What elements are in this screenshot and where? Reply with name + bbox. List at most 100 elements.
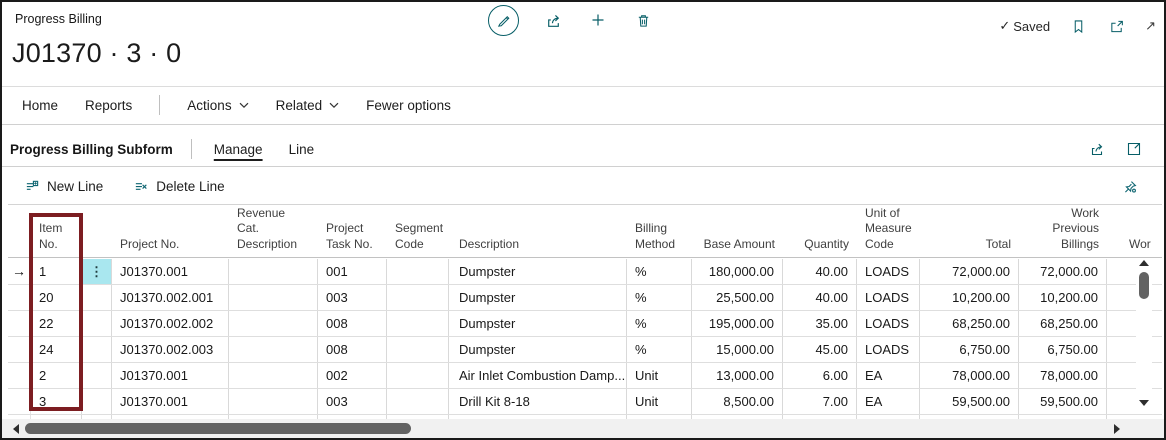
cell-quantity[interactable]: 35.00 xyxy=(783,311,857,336)
cell-quantity[interactable]: 7.00 xyxy=(783,389,857,414)
header-work-previous-billings[interactable]: Work Previous Billings xyxy=(1019,206,1107,257)
cell-project-task-no[interactable]: 001 xyxy=(318,259,387,284)
header-description[interactable]: Description xyxy=(449,237,627,257)
header-segment-code[interactable]: Segment Code xyxy=(387,221,449,257)
cell-work-previous-billings[interactable]: 78,000.00 xyxy=(1019,363,1107,388)
vertical-scroll-thumb[interactable] xyxy=(1139,272,1149,299)
cell-revenue-cat[interactable] xyxy=(229,337,318,362)
cell-description[interactable]: Dumpster xyxy=(449,337,627,362)
cell-item-no[interactable]: 2 xyxy=(31,363,82,388)
cell-billing-method[interactable]: Unit xyxy=(627,363,692,388)
cell-uom-code[interactable]: LOADS xyxy=(857,311,920,336)
header-total[interactable]: Total xyxy=(920,237,1019,257)
pin-button[interactable] xyxy=(1122,179,1138,195)
cell-quantity[interactable]: 6.00 xyxy=(783,363,857,388)
cell-base-amount[interactable]: 13,000.00 xyxy=(692,363,783,388)
cell-uom-code[interactable]: LOADS xyxy=(857,337,920,362)
menu-fewer-options[interactable]: Fewer options xyxy=(366,98,451,113)
cell-segment-code[interactable] xyxy=(387,389,449,414)
horizontal-scrollbar[interactable] xyxy=(2,419,1164,438)
cell-revenue-cat[interactable] xyxy=(229,389,318,414)
cell-segment-code[interactable] xyxy=(387,311,449,336)
cell-work-previous-billings[interactable]: 72,000.00 xyxy=(1019,259,1107,284)
expand-subform-button[interactable] xyxy=(1126,141,1142,157)
cell-uom-code[interactable]: LOADS xyxy=(857,259,920,284)
header-billing-method[interactable]: Billing Method xyxy=(627,221,692,257)
cell-uom-code[interactable]: EA xyxy=(857,363,920,388)
header-item-no[interactable]: Item No. xyxy=(31,221,82,257)
cell-project-no[interactable]: J01370.002.003 xyxy=(112,337,229,362)
table-row[interactable]: → 1 ⋮ J01370.001 001 Dumpster % 180,000.… xyxy=(8,259,1162,285)
cell-quantity[interactable]: 40.00 xyxy=(783,259,857,284)
scroll-down-arrow[interactable] xyxy=(1139,400,1149,406)
header-revenue-cat[interactable]: Revenue Cat. Description xyxy=(229,206,318,257)
cell-description[interactable]: Dumpster xyxy=(449,285,627,310)
row-options-button[interactable]: ⋮ xyxy=(82,259,112,284)
cell-base-amount[interactable]: 8,500.00 xyxy=(692,389,783,414)
cell-item-no[interactable]: 24 xyxy=(31,337,82,362)
cell-segment-code[interactable] xyxy=(387,259,449,284)
cell-segment-code[interactable] xyxy=(387,337,449,362)
menu-reports[interactable]: Reports xyxy=(85,98,132,113)
cell-project-task-no[interactable]: 003 xyxy=(318,285,387,310)
scroll-left-arrow[interactable] xyxy=(13,424,19,434)
tab-line[interactable]: Line xyxy=(289,142,315,157)
cell-total[interactable]: 72,000.00 xyxy=(920,259,1019,284)
cell-base-amount[interactable]: 195,000.00 xyxy=(692,311,783,336)
cell-project-no[interactable]: J01370.001 xyxy=(112,363,229,388)
cell-item-no[interactable]: 20 xyxy=(31,285,82,310)
cell-total[interactable]: 68,250.00 xyxy=(920,311,1019,336)
table-row[interactable]: 22 J01370.002.002 008 Dumpster % 195,000… xyxy=(8,311,1162,337)
delete-line-button[interactable]: Delete Line xyxy=(133,179,224,194)
cell-project-no[interactable]: J01370.001 xyxy=(112,389,229,414)
row-options-cell[interactable] xyxy=(82,389,112,414)
cell-revenue-cat[interactable] xyxy=(229,285,318,310)
menu-home[interactable]: Home xyxy=(22,98,58,113)
cell-uom-code[interactable]: EA xyxy=(857,389,920,414)
cell-work-previous-billings[interactable]: 59,500.00 xyxy=(1019,389,1107,414)
cell-billing-method[interactable]: % xyxy=(627,285,692,310)
header-project-no[interactable]: Project No. xyxy=(112,237,229,257)
cell-uom-code[interactable]: LOADS xyxy=(857,285,920,310)
horizontal-scroll-thumb[interactable] xyxy=(25,423,411,434)
cell-total[interactable]: 78,000.00 xyxy=(920,363,1019,388)
table-row[interactable]: 24 J01370.002.003 008 Dumpster % 15,000.… xyxy=(8,337,1162,363)
table-row[interactable]: 3 J01370.001 003 Drill Kit 8-18 Unit 8,5… xyxy=(8,389,1162,415)
cell-base-amount[interactable]: 15,000.00 xyxy=(692,337,783,362)
new-line-button[interactable]: New Line xyxy=(24,179,103,194)
edit-button[interactable] xyxy=(488,5,519,36)
header-uom-code[interactable]: Unit of Measure Code xyxy=(857,206,920,257)
scroll-up-arrow[interactable] xyxy=(1139,260,1149,266)
row-options-cell[interactable] xyxy=(82,285,112,310)
header-clipped-column[interactable]: Wor xyxy=(1107,237,1162,257)
open-window-button[interactable] xyxy=(1106,10,1128,42)
header-project-task-no[interactable]: Project Task No. xyxy=(318,221,387,257)
cell-project-no[interactable]: J01370.001 xyxy=(112,259,229,284)
header-base-amount[interactable]: Base Amount xyxy=(692,237,783,257)
cell-total[interactable]: 6,750.00 xyxy=(920,337,1019,362)
add-button[interactable] xyxy=(587,4,609,36)
cell-description[interactable]: Air Inlet Combustion Damp... xyxy=(449,363,627,388)
cell-base-amount[interactable]: 180,000.00 xyxy=(692,259,783,284)
table-row[interactable]: 20 J01370.002.001 003 Dumpster % 25,500.… xyxy=(8,285,1162,311)
cell-base-amount[interactable]: 25,500.00 xyxy=(692,285,783,310)
cell-segment-code[interactable] xyxy=(387,363,449,388)
tab-manage[interactable]: Manage xyxy=(214,142,263,157)
cell-work-previous-billings[interactable]: 6,750.00 xyxy=(1019,337,1107,362)
cell-revenue-cat[interactable] xyxy=(229,311,318,336)
cell-project-task-no[interactable]: 008 xyxy=(318,337,387,362)
share-subform-button[interactable] xyxy=(1089,141,1105,157)
row-options-cell[interactable] xyxy=(82,337,112,362)
cell-description[interactable]: Dumpster xyxy=(449,259,627,284)
menu-actions[interactable]: Actions xyxy=(187,98,248,113)
cell-work-previous-billings[interactable]: 68,250.00 xyxy=(1019,311,1107,336)
cell-item-no[interactable]: 3 xyxy=(31,389,82,414)
cell-description[interactable]: Drill Kit 8-18 xyxy=(449,389,627,414)
cell-total[interactable]: 59,500.00 xyxy=(920,389,1019,414)
cell-quantity[interactable]: 45.00 xyxy=(783,337,857,362)
row-options-cell[interactable] xyxy=(82,363,112,388)
cell-billing-method[interactable]: % xyxy=(627,259,692,284)
cell-project-no[interactable]: J01370.002.001 xyxy=(112,285,229,310)
share-button[interactable] xyxy=(542,4,564,36)
cell-project-task-no[interactable]: 002 xyxy=(318,363,387,388)
